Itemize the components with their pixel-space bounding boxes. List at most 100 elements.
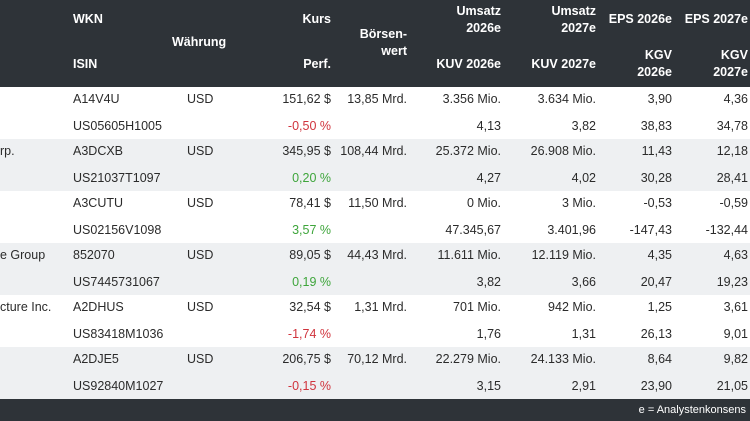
header-kurs: Kurs	[302, 12, 331, 26]
header-kgv2026-2: 2026e	[637, 65, 672, 79]
kurs-cell: 32,54 $	[289, 300, 331, 314]
umsatz2026-cell: 0 Mio.	[466, 196, 501, 210]
eps2027-cell: 4,36	[723, 92, 748, 106]
wkn-cell: A2DHUS	[73, 300, 124, 314]
kuv2027-cell: 3,82	[571, 119, 596, 133]
header-umsatz2027-2: 2027e	[561, 21, 596, 35]
perf-cell: 3,57 %	[292, 223, 331, 237]
table-row[interactable]: e Group 852070 US7445731067 USD 89,05 $ …	[0, 243, 750, 295]
header-umsatz2027-1: Umsatz	[551, 4, 596, 18]
kgv2027-cell: 9,01	[723, 327, 748, 341]
header-kgv2027-1: KGV	[720, 48, 748, 62]
eps2027-cell: 12,18	[716, 144, 748, 158]
eps2026-cell: 3,90	[647, 92, 672, 106]
perf-cell: -0,15 %	[287, 379, 331, 393]
header-kgv2026-1: KGV	[644, 48, 672, 62]
kuv2026-cell: 1,76	[476, 327, 501, 341]
umsatz2027-cell: 3.634 Mio.	[537, 92, 596, 106]
kuv2027-cell: 1,31	[571, 327, 596, 341]
header-kuv2026: KUV 2026e	[436, 57, 501, 71]
header-umsatz2026-1: Umsatz	[456, 4, 501, 18]
header-boersenwert-2: wert	[381, 44, 407, 58]
table-header: WKN ISIN Währung Kurs Perf. Börsen- wert…	[0, 0, 750, 87]
kgv2026-cell: -147,43	[629, 223, 672, 237]
company-name[interactable]: cture Inc.	[0, 300, 52, 314]
header-isin: ISIN	[73, 57, 98, 71]
boersenwert-cell: 70,12 Mrd.	[347, 352, 407, 366]
boersenwert-cell: 108,44 Mrd.	[340, 144, 407, 158]
kgv2027-cell: 28,41	[716, 171, 748, 185]
eps2026-cell: 4,35	[647, 248, 672, 262]
umsatz2026-cell: 22.279 Mio.	[435, 352, 501, 366]
perf-cell: 0,20 %	[292, 171, 331, 185]
kuv2026-cell: 4,13	[476, 119, 501, 133]
kgv2027-cell: 34,78	[716, 119, 748, 133]
currency-cell: USD	[187, 144, 214, 158]
kgv2026-cell: 38,83	[640, 119, 672, 133]
kuv2027-cell: 4,02	[571, 171, 596, 185]
eps2027-cell: 9,82	[723, 352, 748, 366]
isin-cell: US92840M1027	[73, 379, 164, 393]
table-row[interactable]: A14V4U US05605H1005 USD 151,62 $ -0,50 %…	[0, 87, 750, 139]
header-wkn: WKN	[73, 12, 103, 26]
company-name[interactable]: e Group	[0, 248, 46, 262]
kuv2026-cell: 4,27	[476, 171, 501, 185]
isin-cell: US21037T1097	[73, 171, 161, 185]
boersenwert-cell: 11,50 Mrd.	[348, 196, 407, 210]
umsatz2026-cell: 701 Mio.	[453, 300, 501, 314]
kurs-cell: 345,95 $	[282, 144, 331, 158]
company-name[interactable]: rp.	[0, 144, 15, 158]
isin-cell: US83418M1036	[73, 327, 164, 341]
umsatz2027-cell: 26.908 Mio.	[530, 144, 596, 158]
wkn-cell: A2DJE5	[73, 352, 119, 366]
wkn-cell: A3DCXB	[73, 144, 124, 158]
eps2027-cell: -0,59	[719, 196, 749, 210]
currency-cell: USD	[187, 92, 214, 106]
boersenwert-cell: 13,85 Mrd.	[347, 92, 407, 106]
kgv2027-cell: 19,23	[716, 275, 748, 289]
footnote: e = Analystenkonsens	[638, 404, 746, 416]
currency-cell: USD	[187, 300, 214, 314]
kuv2027-cell: 3,66	[571, 275, 596, 289]
header-kuv2027: KUV 2027e	[531, 57, 596, 71]
kurs-cell: 206,75 $	[282, 352, 331, 366]
wkn-cell: A14V4U	[73, 92, 120, 106]
header-eps2027: EPS 2027e	[684, 12, 748, 26]
kgv2027-cell: -132,44	[705, 223, 748, 237]
kgv2026-cell: 30,28	[640, 171, 672, 185]
header-kgv2027-2: 2027e	[713, 65, 748, 79]
kuv2027-cell: 2,91	[571, 379, 596, 393]
isin-cell: US7445731067	[73, 275, 160, 289]
perf-cell: 0,19 %	[292, 275, 331, 289]
wkn-cell: A3CUTU	[73, 196, 124, 210]
umsatz2027-cell: 12.119 Mio.	[531, 248, 596, 262]
kgv2027-cell: 21,05	[716, 379, 748, 393]
table-row[interactable]: cture Inc. A2DHUS US83418M1036 USD 32,54…	[0, 295, 750, 347]
currency-cell: USD	[187, 352, 214, 366]
kurs-cell: 89,05 $	[289, 248, 331, 262]
kuv2026-cell: 47.345,67	[445, 223, 501, 237]
kuv2026-cell: 3,15	[476, 379, 501, 393]
perf-cell: -0,50 %	[287, 119, 331, 133]
kgv2026-cell: 23,90	[640, 379, 672, 393]
perf-cell: -1,74 %	[287, 327, 331, 341]
currency-cell: USD	[187, 196, 214, 210]
header-boersenwert-1: Börsen-	[359, 27, 407, 41]
table-row[interactable]: A3CUTU US02156V1098 USD 78,41 $ 3,57 % 1…	[0, 191, 750, 243]
umsatz2027-cell: 942 Mio.	[548, 300, 596, 314]
currency-cell: USD	[187, 248, 214, 262]
isin-cell: US05605H1005	[73, 119, 162, 133]
boersenwert-cell: 1,31 Mrd.	[354, 300, 407, 314]
eps2026-cell: 1,25	[647, 300, 672, 314]
table-row[interactable]: rp. A3DCXB US21037T1097 USD 345,95 $ 0,2…	[0, 139, 750, 191]
kuv2026-cell: 3,82	[476, 275, 501, 289]
boersenwert-cell: 44,43 Mrd.	[347, 248, 407, 262]
eps2027-cell: 3,61	[723, 300, 748, 314]
eps2026-cell: -0,53	[643, 196, 673, 210]
header-waehrung: Währung	[172, 35, 227, 49]
kgv2026-cell: 26,13	[640, 327, 672, 341]
header-eps2026: EPS 2026e	[608, 12, 672, 26]
umsatz2026-cell: 25.372 Mio.	[435, 144, 501, 158]
table-row[interactable]: A2DJE5 US92840M1027 USD 206,75 $ -0,15 %…	[0, 347, 750, 399]
umsatz2026-cell: 11.611 Mio.	[437, 248, 501, 262]
